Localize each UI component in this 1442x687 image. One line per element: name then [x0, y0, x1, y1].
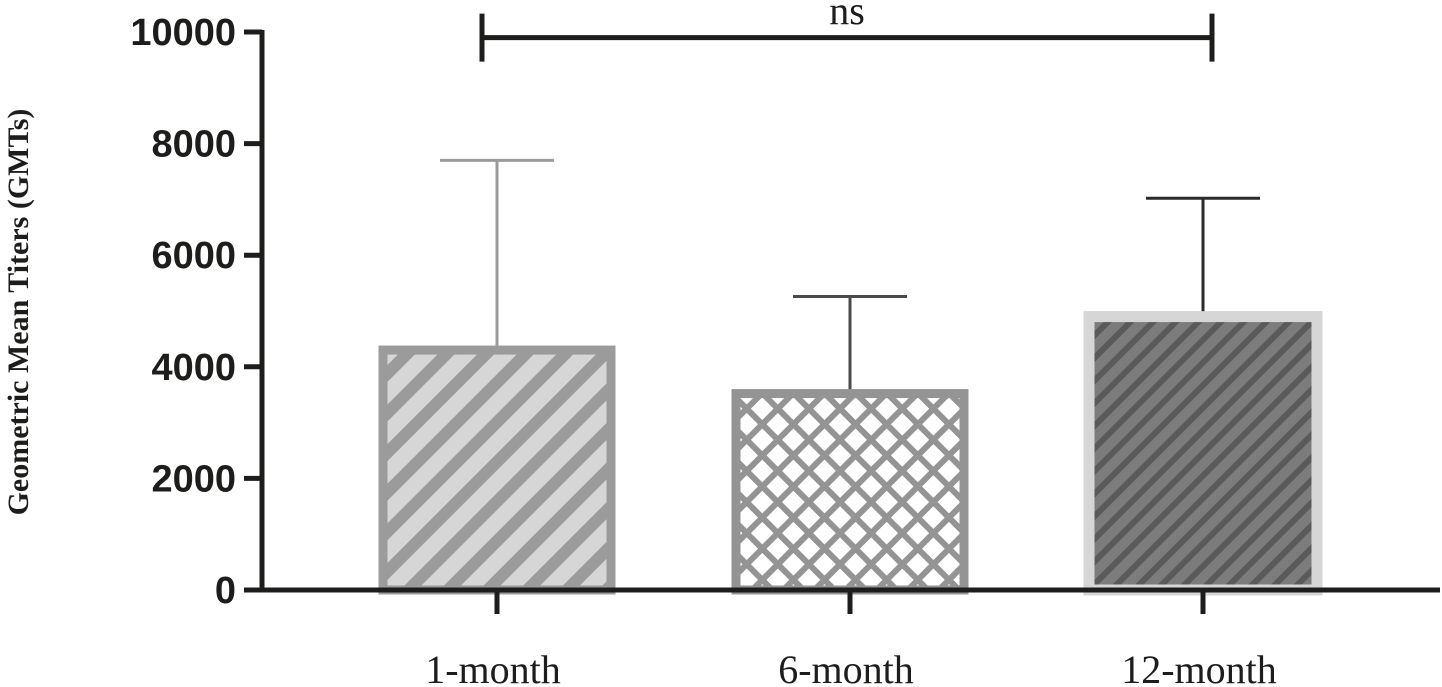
y-tick-label-8000: 8000 — [151, 124, 236, 166]
y-axis-label-group: Geometric Mean Titers (GMTs) — [2, 109, 35, 516]
x-tick-label-12-month: 12-month — [1121, 647, 1277, 687]
x-tick-label-1-month: 1-month — [425, 647, 561, 687]
x-ticks: 1-month 6-month 12-month — [425, 590, 1277, 687]
bar-1-month — [378, 345, 616, 595]
x-tick-label-6-month: 6-month — [778, 647, 914, 687]
y-tick-label-10000: 10000 — [130, 12, 236, 54]
y-tick-label-0: 0 — [215, 570, 236, 612]
bars-layer — [378, 311, 1323, 596]
y-axis-label: Geometric Mean Titers (GMTs) — [2, 109, 35, 516]
bar-6-month — [731, 389, 969, 595]
y-tick-label-2000: 2000 — [151, 458, 236, 500]
significance-label: ns — [829, 0, 865, 33]
bar-12-month — [1083, 311, 1323, 596]
y-tick-label-4000: 4000 — [151, 347, 236, 389]
y-tick-label-6000: 6000 — [151, 235, 236, 277]
significance-annotation: ns — [479, 0, 1215, 62]
y-ticks: 0 2000 4000 6000 8000 10000 — [130, 12, 262, 612]
error-bars-layer — [440, 158, 1260, 390]
